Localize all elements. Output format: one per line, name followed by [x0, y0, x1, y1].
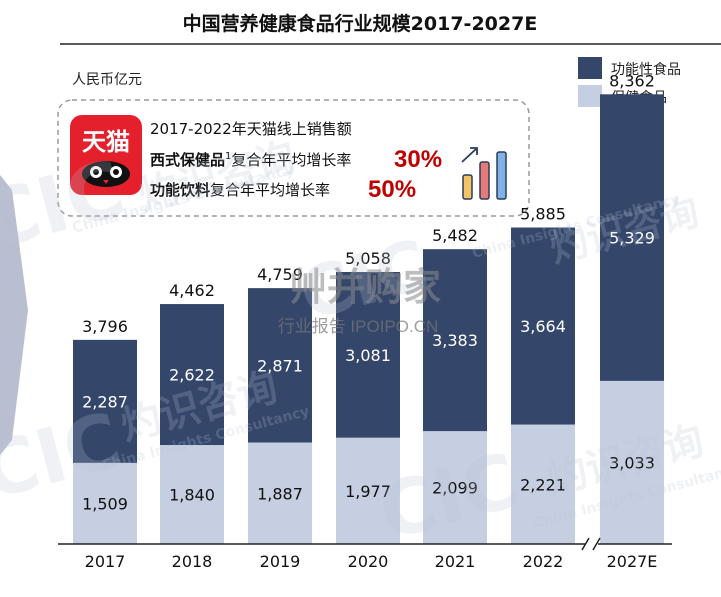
total-label-2022: 5,885 [520, 205, 566, 224]
bar-segment-functional-2020 [336, 271, 400, 438]
x-tick-2021: 2021 [435, 552, 476, 571]
x-tick-group: 2017 2018 2019 2020 2021 2022 2027E [85, 552, 658, 571]
annotation-box: 天猫 2017-2022年天猫线上销售额 西式保健品1复合年平均增长率 30% … [57, 99, 530, 217]
value-label-health-2020: 1,977 [345, 482, 391, 501]
value-label-health-2022: 2,221 [520, 475, 566, 494]
legend-swatch-functional [578, 57, 602, 79]
unit-label: 人民币亿元 [72, 72, 142, 88]
annotation-line2-sup: 1 [225, 151, 231, 162]
axis-break-marker [581, 537, 601, 551]
legend-label-functional: 功能性食品 [611, 61, 681, 78]
growth-chart-icon [461, 147, 507, 200]
total-label-2018: 4,462 [169, 281, 215, 300]
total-label-2027E: 8,362 [609, 71, 655, 90]
value-label-health-2021: 2,099 [432, 479, 478, 498]
bar-series-group [73, 94, 664, 544]
bar-segment-functional-2019 [248, 288, 312, 443]
value-label-health-2018: 1,840 [169, 486, 215, 505]
bar-segment-functional-2017 [73, 339, 137, 463]
annotation-line3-rest: 复合年平均增长率 [210, 181, 330, 199]
side-arrow-decoration [0, 175, 28, 455]
annotation-line2: 西式保健品1复合年平均增长率 [150, 151, 351, 169]
x-tick-2020: 2020 [348, 552, 389, 571]
x-tick-2019: 2019 [260, 552, 301, 571]
x-tick-2022: 2022 [523, 552, 564, 571]
total-label-2017: 3,796 [82, 317, 128, 336]
chart-title: 中国营养健康食品行业规模2017-2027E [183, 12, 538, 35]
annotation-line3-bold: 功能饮料 [150, 181, 210, 199]
legend-swatch-health [578, 85, 602, 107]
bar-segment-functional-2018 [160, 304, 224, 446]
value-label-functional-2017: 2,287 [82, 392, 128, 411]
value-label-health-2017: 1,509 [82, 494, 128, 513]
bar-segment-health-2017 [73, 462, 137, 544]
total-label-2021: 5,482 [432, 226, 478, 245]
annotation-line2-bold: 西式保健品 [150, 151, 225, 169]
value-label-functional-2027E: 5,329 [609, 229, 655, 248]
value-label-functional-2018: 2,622 [169, 366, 215, 385]
bar-segment-health-2019 [248, 442, 312, 544]
watermark-cic-cn-1: 灼识咨询 [134, 134, 300, 220]
bar-label-group: 1,509 2,287 3,796 1,840 2,622 4,462 1,887 2,871… [82, 71, 655, 513]
annotation-line3: 功能饮料复合年平均增长率 [150, 181, 330, 199]
tmall-logo-icon: 天猫 [70, 115, 142, 195]
bar-segment-functional-2027E [600, 94, 664, 381]
bar-segment-health-2018 [160, 445, 224, 544]
value-label-health-2019: 1,887 [257, 484, 303, 503]
total-label-2019: 4,759 [257, 265, 303, 284]
value-label-functional-2022: 3,664 [520, 317, 566, 336]
bar-segment-health-2027E [600, 380, 664, 544]
bar-segment-health-2021 [423, 431, 487, 544]
annotation-line2-rest: 复合年平均增长率 [231, 151, 351, 169]
annotation-border [57, 99, 530, 217]
x-tick-2027E: 2027E [607, 552, 658, 571]
value-label-functional-2021: 3,383 [432, 331, 478, 350]
total-label-2020: 5,058 [345, 249, 391, 268]
value-label-functional-2020: 3,081 [345, 346, 391, 365]
bar-segment-health-2020 [336, 437, 400, 544]
bar-segment-functional-2021 [423, 249, 487, 432]
annotation-pct-50: 50% [368, 176, 416, 203]
bar-segment-health-2022 [511, 424, 575, 544]
x-tick-2017: 2017 [85, 552, 126, 571]
svg-text:天猫: 天猫 [82, 128, 130, 156]
annotation-line1: 2017-2022年天猫线上销售额 [150, 120, 352, 138]
bar-segment-functional-2022 [511, 227, 575, 425]
value-label-health-2027E: 3,033 [609, 453, 655, 472]
annotation-pct-30: 30% [394, 146, 442, 173]
x-tick-2018: 2018 [172, 552, 213, 571]
value-label-functional-2019: 2,871 [257, 356, 303, 375]
